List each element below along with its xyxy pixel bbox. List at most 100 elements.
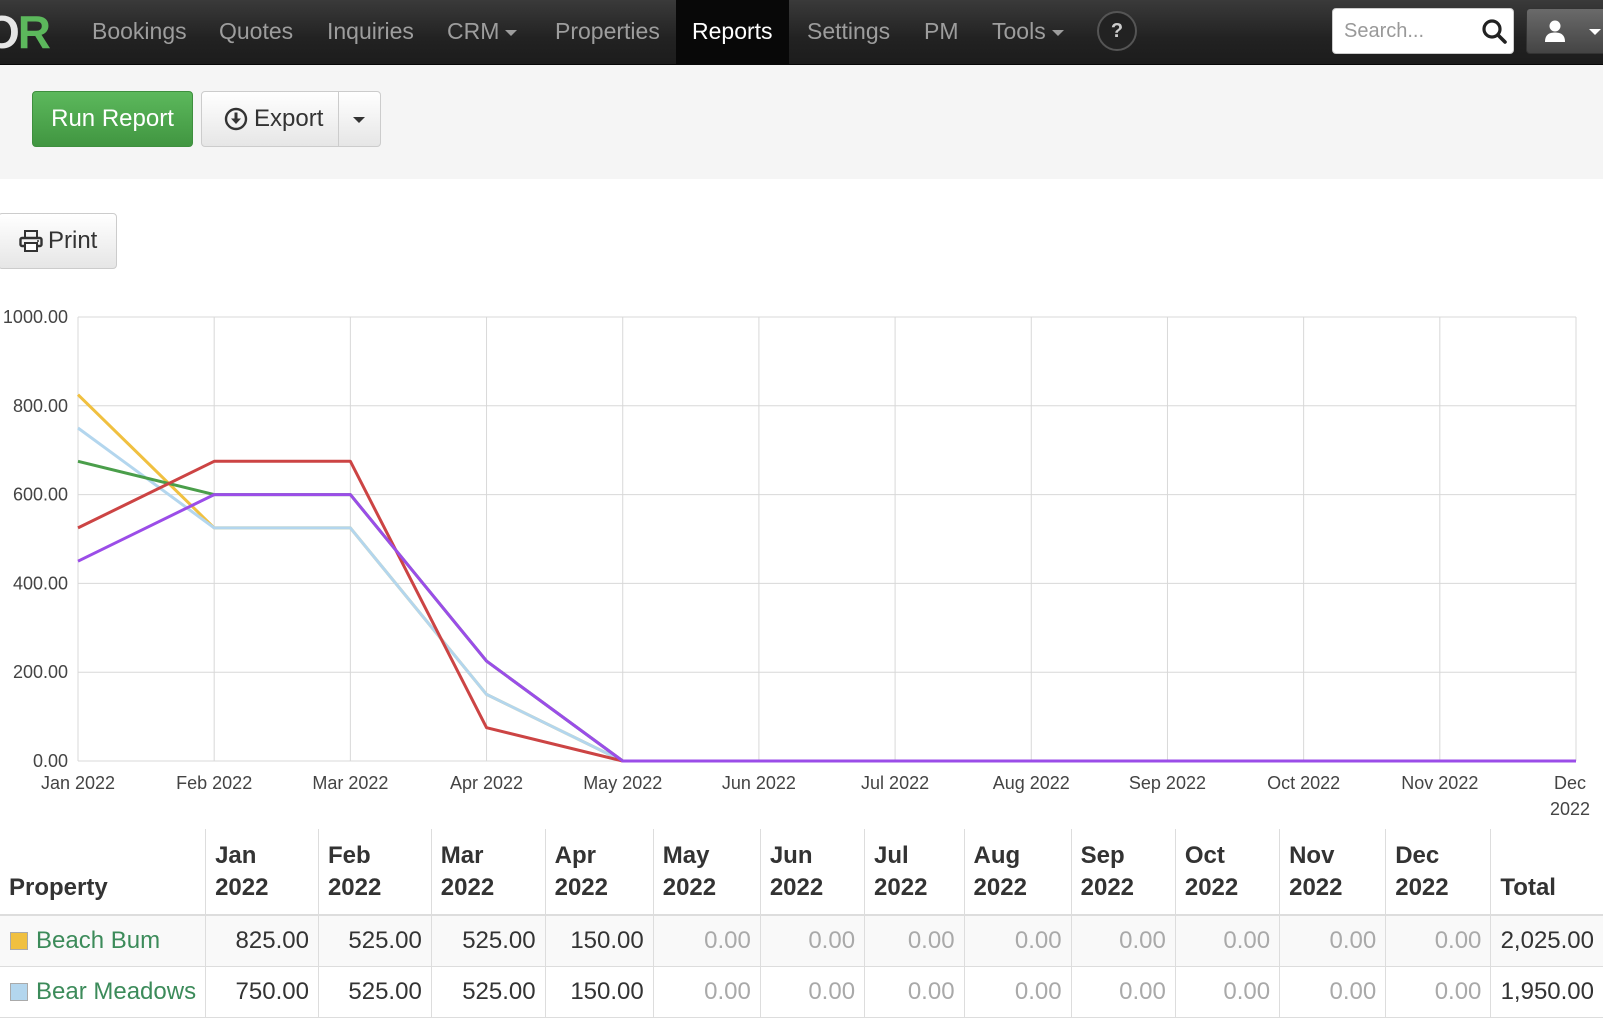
month-value-cell: 0.00 [1279, 966, 1386, 1018]
month-value-cell: 0.00 [1070, 966, 1176, 1018]
column-header-month: Apr 2022 [544, 829, 654, 916]
month-value-cell: 0.00 [1174, 966, 1280, 1018]
column-header-month: Oct 2022 [1174, 829, 1280, 916]
column-header-month: Mar 2022 [430, 829, 546, 916]
table-row: Bear Meadows 750.00 525.00 525.00 150.00 0.00… [0, 966, 1603, 1018]
x-tick-label: Feb 2022 [176, 773, 252, 793]
series-line-2 [77, 426, 1576, 763]
series-color-swatch [10, 982, 28, 1001]
column-header-month: Sep 2022 [1070, 829, 1176, 916]
column-header-month: May 2022 [652, 829, 761, 916]
search-icon[interactable] [1481, 18, 1507, 44]
month-value-cell: 0.00 [1174, 915, 1280, 967]
header-row: Property Jan 2022 Feb 2022 Mar 2022 Apr 2022 May 2… [0, 829, 1603, 916]
chevron-down-icon [1589, 29, 1601, 35]
export-button[interactable]: Export [201, 91, 339, 147]
header-label: 2022 [215, 874, 269, 901]
print-button[interactable]: Print [0, 213, 117, 269]
header-month: Feb [327, 842, 371, 869]
nav-pm[interactable]: PM [924, 18, 959, 44]
nav-bookings[interactable]: Bookings [92, 18, 187, 44]
month-value-cell: 525.00 [317, 915, 432, 967]
month-value-cell: 0.00 [759, 966, 865, 1018]
y-tick-label: 0.00 [33, 751, 68, 771]
header-month: Jun [769, 842, 813, 869]
table-body: Beach Bum 825.00 525.00 525.00 150.00 0.00 0.0… [0, 915, 1603, 1018]
header-label: 2022 [1395, 874, 1449, 901]
series-line-5 [77, 493, 1576, 763]
month-value-cell: 525.00 [317, 966, 432, 1018]
header-label: 2022 [1289, 874, 1343, 901]
search-input[interactable] [1333, 9, 1473, 53]
x-tick-label: 2022 [1550, 799, 1590, 815]
x-tick-label: Jun 2022 [722, 773, 796, 793]
property-cell: Bear Meadows [0, 966, 206, 1018]
month-value-cell: 0.00 [963, 915, 1072, 967]
header-month: Mar [440, 842, 484, 869]
y-tick-label: 200.00 [13, 662, 68, 682]
header-month: Nov [1289, 842, 1335, 869]
top-navbar: OR Bookings Quotes Inquiries CRM Propert… [0, 0, 1603, 65]
header-label: Property [9, 874, 108, 901]
help-icon[interactable]: ? [1097, 11, 1137, 51]
x-tick-label: Jul 2022 [861, 773, 929, 793]
total-cell: 1,950.00 [1490, 966, 1603, 1018]
header-label: 2022 [662, 874, 717, 901]
nav-reports[interactable]: Reports [676, 0, 789, 64]
month-value-cell: 0.00 [1070, 915, 1176, 967]
nav-properties[interactable]: Properties [555, 18, 660, 44]
header-label: 2022 [554, 874, 608, 901]
chevron-down-icon [505, 29, 518, 36]
download-icon [224, 107, 248, 131]
month-value-cell: 0.00 [759, 915, 865, 967]
x-tick-label: Aug 2022 [993, 773, 1070, 793]
month-value-cell: 150.00 [544, 915, 654, 967]
column-header-month: Aug 2022 [963, 829, 1072, 916]
property-link[interactable]: Bear Meadows [36, 977, 197, 1005]
brand-logo-o: O [0, 6, 20, 58]
header-month: Jan [215, 842, 257, 869]
nav-settings[interactable]: Settings [807, 18, 891, 44]
series-color-swatch [10, 931, 28, 950]
column-header-month: Nov 2022 [1279, 829, 1386, 916]
header-label: 2022 [1080, 874, 1135, 901]
month-value-cell: 750.00 [205, 966, 319, 1018]
x-tick-label: Sep 2022 [1129, 773, 1206, 793]
month-value-cell: 0.00 [864, 915, 965, 967]
header-month: Sep [1080, 842, 1125, 869]
y-tick-label: 800.00 [13, 396, 68, 416]
print-label: Print [48, 227, 98, 254]
month-value-cell: 0.00 [1385, 966, 1491, 1018]
month-value-cell: 0.00 [652, 915, 761, 967]
printer-icon [19, 230, 43, 252]
nav-inquiries[interactable]: Inquiries [327, 18, 414, 44]
user-menu-button[interactable] [1526, 8, 1603, 54]
header-label: 2022 [440, 874, 495, 901]
run-report-button[interactable]: Run Report [32, 91, 193, 147]
y-tick-label: 400.00 [13, 573, 68, 593]
x-tick-label: Nov 2022 [1401, 773, 1478, 793]
series-line-3 [77, 459, 1576, 763]
nav-crm[interactable]: CRM [431, 0, 533, 64]
report-toolbar: Run Report Export [0, 65, 1603, 179]
column-header-month: Dec 2022 [1385, 829, 1491, 916]
header-month: Oct [1184, 842, 1225, 869]
column-header-property: Property [0, 829, 206, 916]
property-link[interactable]: Beach Bum [36, 926, 161, 954]
header-label: Total [1500, 874, 1556, 901]
nav-tools[interactable]: Tools [976, 0, 1080, 64]
nav-quotes[interactable]: Quotes [219, 18, 294, 44]
header-label: 2022 [1184, 874, 1239, 901]
brand-logo[interactable]: OR [0, 4, 51, 60]
x-tick-label: Jan 2022 [41, 773, 115, 793]
chevron-down-icon [353, 117, 365, 123]
export-dropdown-toggle[interactable] [338, 91, 381, 147]
column-header-month: Jun 2022 [759, 829, 865, 916]
y-tick-label: 600.00 [13, 485, 68, 505]
x-tick-label: Apr 2022 [450, 773, 523, 793]
header-label: 2022 [874, 874, 928, 901]
column-header-total: Total [1490, 829, 1603, 916]
header-month: Apr [554, 842, 596, 869]
month-value-cell: 0.00 [1385, 915, 1491, 967]
